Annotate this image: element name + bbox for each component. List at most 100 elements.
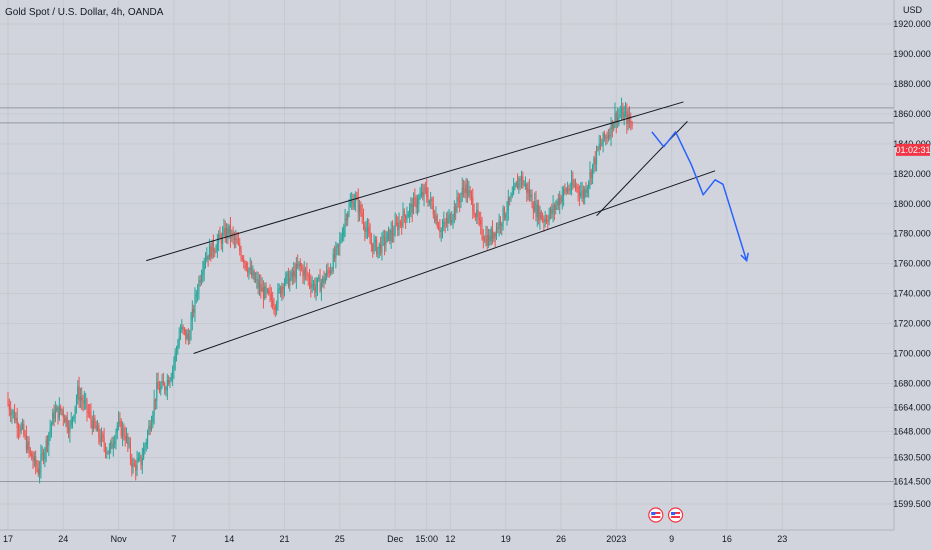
candle-body [178, 336, 180, 347]
candle-body [356, 197, 358, 199]
candle-body [568, 188, 570, 191]
chart-title: Gold Spot / U.S. Dollar, 4h, OANDA [5, 7, 164, 18]
candle-body [110, 441, 112, 449]
candle-body [45, 439, 47, 453]
candle-body [77, 386, 79, 400]
candle-body [478, 218, 480, 220]
candle-body [86, 400, 88, 412]
candle-body [286, 273, 288, 276]
candle-body [23, 424, 25, 435]
candle-body [556, 201, 558, 206]
candle-body [54, 410, 56, 419]
candle-body [603, 133, 605, 139]
candle-body [111, 441, 113, 448]
candle-body [495, 227, 498, 237]
candle-body [434, 214, 436, 221]
candle-body [144, 445, 146, 449]
candle-body [569, 189, 571, 191]
candle-body [485, 235, 487, 242]
candle-body [46, 439, 49, 446]
projection-arrow [651, 131, 748, 261]
candle-body [32, 458, 34, 462]
candle-body [62, 410, 64, 418]
candle-body [270, 293, 272, 301]
candle-body [145, 442, 147, 446]
candle-body [75, 399, 78, 408]
upper-channel-line [146, 101, 684, 262]
candle-body [94, 418, 96, 426]
candle-body [560, 197, 562, 202]
candle-body [414, 198, 416, 200]
candle-body [377, 248, 379, 255]
candle-body [517, 183, 519, 188]
candle-body [548, 214, 550, 222]
candle-body [95, 425, 97, 430]
candle-body [619, 114, 621, 116]
candle-body [460, 194, 462, 203]
candle-body [528, 188, 530, 197]
candle-body [289, 277, 291, 287]
candle-body [606, 137, 608, 139]
candle-body [169, 379, 171, 384]
candle-body [390, 229, 392, 242]
candle-body [254, 279, 257, 281]
candle-body [15, 417, 17, 421]
candle-body [48, 434, 50, 446]
candle-body [120, 421, 122, 437]
candle-body [526, 184, 528, 193]
y-tick-label: 1700.000 [893, 349, 931, 359]
candle-body [319, 277, 321, 291]
candle-body [564, 189, 566, 191]
candle-body [318, 277, 320, 280]
candle-body [293, 270, 295, 277]
candle-body [278, 288, 280, 290]
candle-body [265, 286, 267, 291]
candle-body [341, 236, 343, 239]
candle-body [21, 424, 24, 427]
candle-body [182, 326, 184, 330]
candle-body [91, 420, 93, 430]
candle-body [41, 453, 43, 455]
candle-body [19, 429, 21, 432]
candle-body [563, 189, 565, 196]
candle-body [175, 349, 178, 353]
x-tick-label: Nov [111, 534, 128, 544]
candle-body [211, 241, 213, 258]
candle-body [140, 456, 142, 466]
candle-body [315, 287, 317, 293]
candle-body [574, 184, 577, 187]
candle-body [104, 445, 106, 453]
candle-body [621, 107, 623, 115]
candle-body [398, 221, 400, 231]
candle-body [173, 362, 175, 370]
candle-body [204, 260, 207, 262]
candle-body [476, 209, 478, 217]
candle-body [248, 269, 250, 273]
candle-body [193, 309, 195, 313]
candle-body [402, 211, 404, 227]
candle-body [448, 214, 450, 218]
candle-body [56, 407, 58, 411]
price-label-background [896, 143, 930, 156]
candle-body [406, 216, 408, 221]
candle-body [594, 158, 596, 165]
candle-body [343, 226, 345, 237]
candle-body [40, 454, 42, 470]
candle-body [559, 197, 561, 206]
candle-body [333, 253, 336, 259]
candle-body [172, 369, 174, 378]
candle-body [440, 230, 442, 232]
candle-body [339, 239, 341, 247]
y-tick-label: 1630.500 [893, 453, 931, 463]
candle-body [497, 227, 499, 230]
candle-body [474, 215, 476, 217]
candle-body [507, 197, 509, 212]
candle-body [89, 412, 91, 414]
candle-body [305, 269, 307, 272]
candle-body [359, 204, 361, 213]
candle-body [365, 229, 367, 232]
candle-body [208, 246, 210, 259]
candle-body [527, 188, 529, 193]
candle-body [214, 251, 216, 253]
candle-body [618, 115, 620, 117]
